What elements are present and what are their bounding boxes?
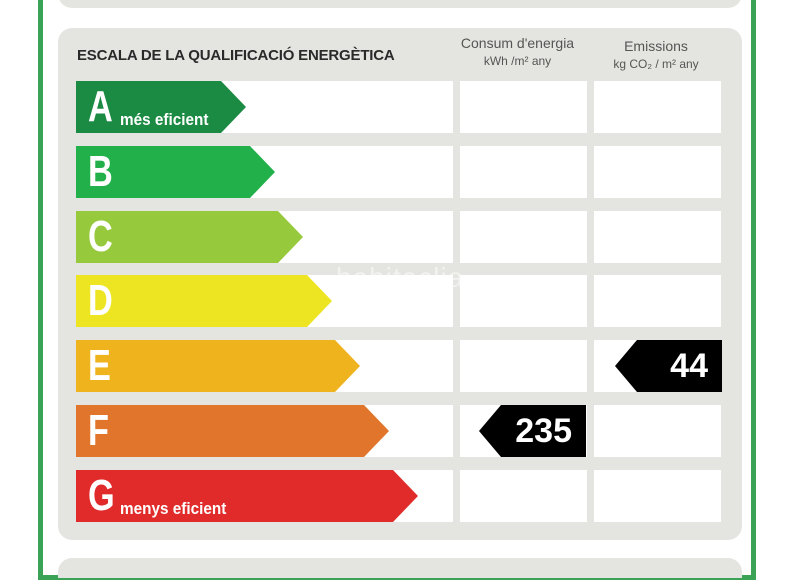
rating-letter: C [88,212,113,261]
rating-arrow-c: C [76,211,303,263]
rating-letter: D [88,276,113,325]
rating-letter: E [88,341,111,390]
rating-letter: A [88,82,113,131]
rating-letter: B [88,147,113,196]
emissions-value-indicator: 44 [615,340,722,392]
consum-cell-a [460,81,587,133]
consum-cell-c [460,211,587,263]
consum-value-indicator: 235 [479,405,586,457]
consum-value-text: 235 [515,412,572,450]
rating-arrow-d: D [76,275,332,327]
emissions-cell-b [594,146,721,198]
emissions-cell-c [594,211,721,263]
consum-cell-d [460,275,587,327]
emissions-cell-d [594,275,721,327]
rating-arrow-e: E [76,340,360,392]
emissions-header-label: Emissions [624,38,688,54]
consum-cell-e [460,340,587,392]
rating-arrow-f: F [76,405,389,457]
emissions-header-units: kg CO₂ / m² any [613,57,699,71]
rating-caption: més eficient [120,110,209,129]
consum-header-label: Consum d'energia [460,35,575,51]
consum-cell-b [460,146,587,198]
emissions-cell-g [594,470,721,522]
emissions-header: Emissions kg CO₂ / m² any [592,37,720,73]
top-panel-strip [58,0,742,8]
rating-arrow-b: B [76,146,275,198]
rating-letter: G [88,471,115,520]
emissions-cell-a [594,81,721,133]
watermark: habitaclia [336,262,465,293]
rating-letter: F [88,406,109,455]
emissions-cell-f [594,405,721,457]
rating-caption: menys eficient [120,499,227,518]
consum-header-units: kWh /m² any [483,54,552,68]
consum-header: Consum d'energia kWh /m² any [460,34,575,70]
page-title: ESCALA DE LA QUALIFICACIÓ ENERGÈTICA [77,47,395,64]
bottom-panel-strip [58,558,742,578]
emissions-value-text: 44 [670,347,708,385]
consum-cell-g [460,470,587,522]
